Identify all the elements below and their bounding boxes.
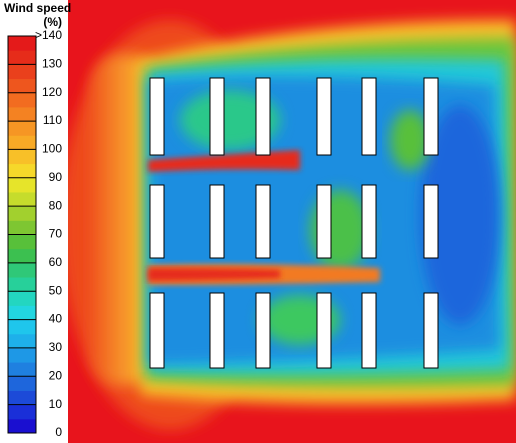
- colorbar-tick-label: 0: [55, 425, 62, 439]
- colorbar-tick-label: 90: [49, 170, 63, 184]
- colorbar-segment: [8, 418, 36, 434]
- flow-field: [60, 0, 516, 443]
- colorbar-tick-label: >140: [35, 28, 62, 42]
- colorbar-tick-label: 130: [42, 57, 62, 71]
- colorbar-title: Wind speed: [4, 1, 71, 15]
- colorbar-segment: [8, 390, 36, 406]
- colorbar-tick-label: 70: [49, 227, 63, 241]
- colorbar-segment: [8, 106, 36, 122]
- colorbar-tick-label: 50: [49, 283, 63, 297]
- colorbar-segment: [8, 333, 36, 349]
- colorbar-segment: [8, 220, 36, 235]
- colorbar-segment: [8, 163, 36, 179]
- colorbar-segment: [8, 404, 36, 420]
- colorbar-segment: [8, 78, 36, 94]
- colorbar-segment: [8, 135, 36, 150]
- colorbar-segment: [8, 319, 36, 335]
- colorbar-tick-label: 30: [49, 340, 63, 354]
- colorbar-segment: [8, 291, 36, 306]
- colorbar-segment: [8, 376, 36, 391]
- colorbar-tick-label: 100: [42, 142, 62, 156]
- colorbar-segment: [8, 177, 36, 193]
- colorbar-segment: [8, 234, 36, 250]
- colorbar-segment: [8, 347, 36, 363]
- colorbar-tick-label: 40: [49, 312, 63, 326]
- colorbar-segment: [8, 305, 36, 321]
- colorbar-segment: [8, 362, 36, 377]
- colorbar-segment: [8, 206, 36, 221]
- colorbar-unit: (%): [43, 15, 62, 29]
- colorbar-tick-label: 120: [42, 85, 62, 99]
- colorbar-segment: [8, 121, 36, 136]
- colorbar-segment: [8, 262, 36, 278]
- colorbar-segment: [8, 36, 36, 51]
- colorbar-tick-label: 110: [43, 113, 62, 127]
- colorbar-tick-label: 20: [49, 368, 63, 382]
- colorbar-segment: [8, 92, 36, 108]
- colorbar-tick-label: 10: [49, 397, 63, 411]
- colorbar-tick-label: 80: [49, 198, 63, 212]
- colorbar-segment: [8, 50, 36, 65]
- colorbar-segment: [8, 191, 36, 207]
- colorbar-segment: [8, 64, 36, 80]
- colorbar-segment: [8, 277, 36, 292]
- colorbar-tick-label: 60: [49, 255, 63, 269]
- colorbar-segment: [8, 248, 36, 264]
- colorbar-segment: [8, 149, 36, 165]
